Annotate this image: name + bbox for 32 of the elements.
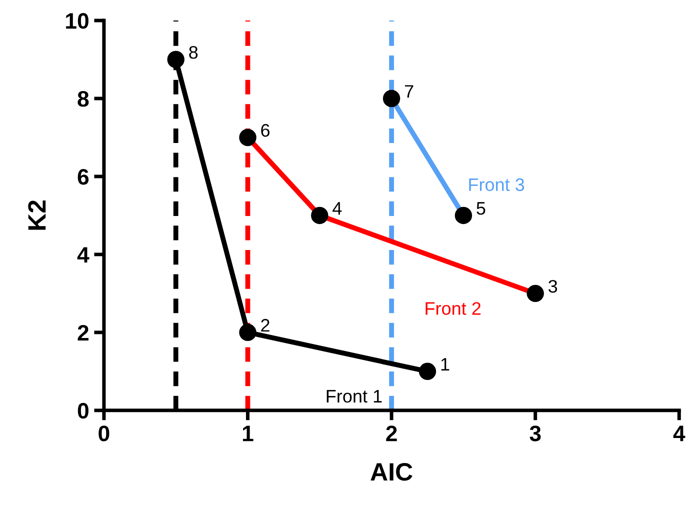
y-tick-label: 2 bbox=[78, 324, 88, 340]
y-tick-label: 6 bbox=[78, 169, 89, 185]
annotation: 3 bbox=[548, 280, 558, 293]
annotation: 6 bbox=[261, 124, 270, 137]
point bbox=[454, 206, 472, 224]
annotation: 4 bbox=[332, 202, 342, 215]
series-label: Front 2 bbox=[426, 302, 481, 315]
y-tick-label: 0 bbox=[78, 402, 88, 419]
x-tick-label: 4 bbox=[673, 426, 686, 442]
point bbox=[418, 362, 436, 380]
x-tick-label: 0 bbox=[98, 426, 110, 442]
annotation: 2 bbox=[261, 318, 270, 332]
point bbox=[311, 206, 328, 224]
point bbox=[239, 128, 256, 146]
y-tick-label: 4 bbox=[77, 247, 90, 262]
point bbox=[167, 50, 184, 68]
annotation: 7 bbox=[404, 85, 414, 98]
x-tick-label: 3 bbox=[530, 426, 541, 442]
point bbox=[239, 324, 256, 342]
series-label: Front 3 bbox=[469, 178, 524, 192]
y-tick-label: 8 bbox=[78, 91, 89, 107]
annotation: 8 bbox=[189, 46, 198, 59]
point bbox=[526, 284, 544, 302]
x-tick-label: 1 bbox=[242, 426, 254, 442]
annotation: 5 bbox=[476, 202, 486, 215]
y-axis-title: K2 bbox=[28, 200, 46, 230]
x-axis-title: AIC bbox=[370, 463, 412, 481]
x-tick-label: 2 bbox=[386, 426, 397, 442]
annotation: 1 bbox=[441, 358, 450, 371]
point bbox=[382, 90, 400, 108]
series-label: Front 1 bbox=[326, 390, 382, 403]
y-tick-label: 10 bbox=[66, 13, 88, 29]
